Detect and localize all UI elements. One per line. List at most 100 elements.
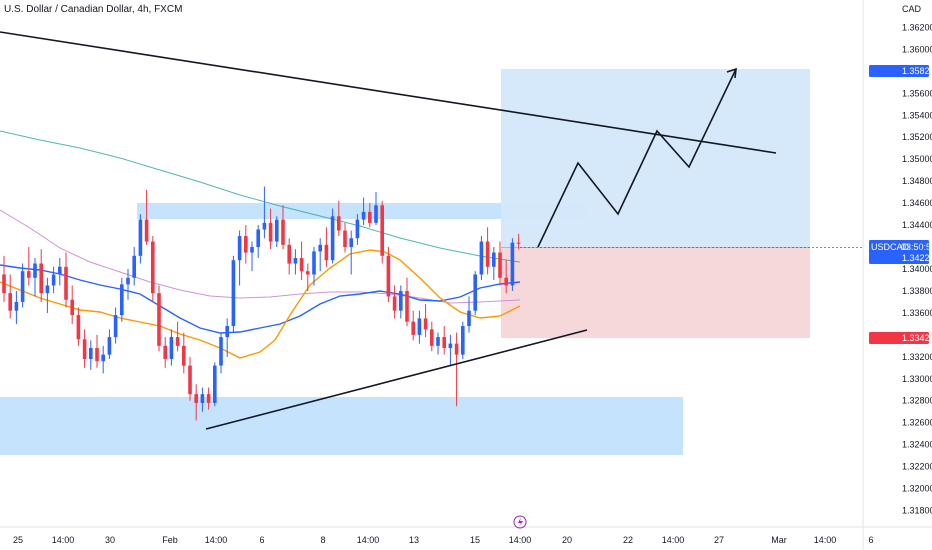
candle-down <box>324 244 329 261</box>
candle-down <box>194 394 198 403</box>
lightning-icon[interactable] <box>513 515 527 529</box>
candle-up <box>492 252 496 267</box>
candle-down <box>64 266 68 300</box>
candle-up <box>113 315 118 338</box>
candle-up <box>256 229 260 248</box>
price-tick-label: 1.35600 <box>902 88 932 98</box>
candle-up <box>436 337 440 346</box>
axis-currency-label: CAD <box>902 4 922 14</box>
candle-up <box>89 348 93 360</box>
ema-blue-line <box>0 264 521 334</box>
price-tick-label: 1.34600 <box>902 198 932 208</box>
ma-teal-line <box>0 130 521 263</box>
candle-up <box>417 318 422 335</box>
candle-down <box>423 318 428 330</box>
time-tick-label: 13 <box>409 535 419 545</box>
price-tick-label: 1.34000 <box>902 264 932 274</box>
candle-up <box>14 301 19 311</box>
current-price-text: 1.34226 <box>902 253 932 263</box>
countdown-text: 03:50:52 <box>901 242 932 252</box>
candle-up <box>138 219 143 256</box>
time-tick-label: 14:00 <box>205 535 228 545</box>
candle-up <box>126 277 130 285</box>
price-tick-label: 1.33600 <box>902 308 932 318</box>
time-tick-label: 14:00 <box>52 535 75 545</box>
candle-up <box>467 310 471 327</box>
candle-down <box>268 222 273 242</box>
time-tick-label: 8 <box>320 535 325 545</box>
price-axis[interactable]: 1.36200 1.36000 1.35600 1.35400 1.35200 1.350… <box>902 22 932 515</box>
time-tick-label: 27 <box>714 535 724 545</box>
candle-up <box>200 394 205 403</box>
candle-up <box>461 326 465 355</box>
time-tick-label: 15 <box>470 535 480 545</box>
resistance-zone[interactable] <box>137 203 587 219</box>
candle-up <box>355 219 360 239</box>
price-tick-label: 1.31800 <box>902 506 932 516</box>
price-tick-label: 1.35200 <box>902 132 932 142</box>
candle-down <box>244 236 248 253</box>
candle-down <box>281 219 285 245</box>
candle-down <box>163 345 167 360</box>
chart-title: U.S. Dollar / Canadian Dollar, 4h, FXCM <box>4 4 183 15</box>
time-axis[interactable]: 25 14:00 30 Feb 14:00 6 8 14:00 13 15 14:00 20 22 14:… <box>13 535 874 545</box>
candle-down <box>405 290 409 322</box>
time-tick-label: 14:00 <box>662 535 685 545</box>
candle-up <box>107 337 112 355</box>
candle-up <box>132 255 136 278</box>
time-tick-label: 6 <box>259 535 264 545</box>
candle-down <box>337 216 341 231</box>
candle-up <box>219 337 223 366</box>
candle-up <box>250 247 254 253</box>
price-tick-label: 1.32800 <box>902 396 932 406</box>
candle-down <box>504 277 508 286</box>
candle-down <box>95 348 99 362</box>
time-tick-label: 25 <box>13 535 23 545</box>
candle-down <box>70 299 74 316</box>
target-price-badge: 1.35826 <box>869 65 932 77</box>
time-tick-label: 14:00 <box>509 535 532 545</box>
time-tick-label: 14:00 <box>357 535 380 545</box>
candle-up <box>448 343 453 349</box>
support-zone[interactable] <box>0 397 683 455</box>
stop-zone[interactable] <box>501 248 810 338</box>
candle-down <box>151 241 155 294</box>
candle-down <box>380 205 384 256</box>
candle-up <box>101 354 105 362</box>
ema-orange-line <box>0 249 521 359</box>
stop-price-badge: 1.33426 <box>869 332 932 344</box>
candle-down <box>144 219 149 242</box>
candle-up <box>374 205 378 223</box>
price-tick-label: 1.36000 <box>902 44 932 54</box>
candle-down <box>516 242 521 244</box>
candle-up <box>361 211 366 220</box>
time-tick-label: 14:00 <box>814 535 837 545</box>
target-zone[interactable] <box>501 69 810 247</box>
price-tick-label: 1.34400 <box>902 220 932 230</box>
stop-price-text: 1.33426 <box>902 333 932 343</box>
candle-down <box>411 321 415 335</box>
candle-down <box>76 315 81 340</box>
time-tick-label: 30 <box>105 535 115 545</box>
support-trendline[interactable] <box>205 329 588 430</box>
price-tick-label: 1.33800 <box>902 286 932 296</box>
candle-up <box>479 241 484 275</box>
target-price-text: 1.35826 <box>902 66 932 76</box>
resistance-trendline[interactable] <box>0 31 777 154</box>
candle-down <box>454 343 459 355</box>
ma-purple-line <box>0 209 521 304</box>
candle-down <box>188 365 192 395</box>
projection-path[interactable] <box>537 68 737 248</box>
candle-up <box>33 263 37 278</box>
candle-down <box>8 293 12 311</box>
price-tick-label: 1.32000 <box>902 484 932 494</box>
candle-up <box>510 242 515 286</box>
candle-down <box>343 230 347 248</box>
price-tick-label: 1.32200 <box>902 462 932 472</box>
candle-up <box>51 274 56 286</box>
candle-down <box>368 211 372 223</box>
candle-down <box>485 241 490 267</box>
candle-down <box>175 337 180 346</box>
symbol-text: USDCAD <box>871 242 910 252</box>
